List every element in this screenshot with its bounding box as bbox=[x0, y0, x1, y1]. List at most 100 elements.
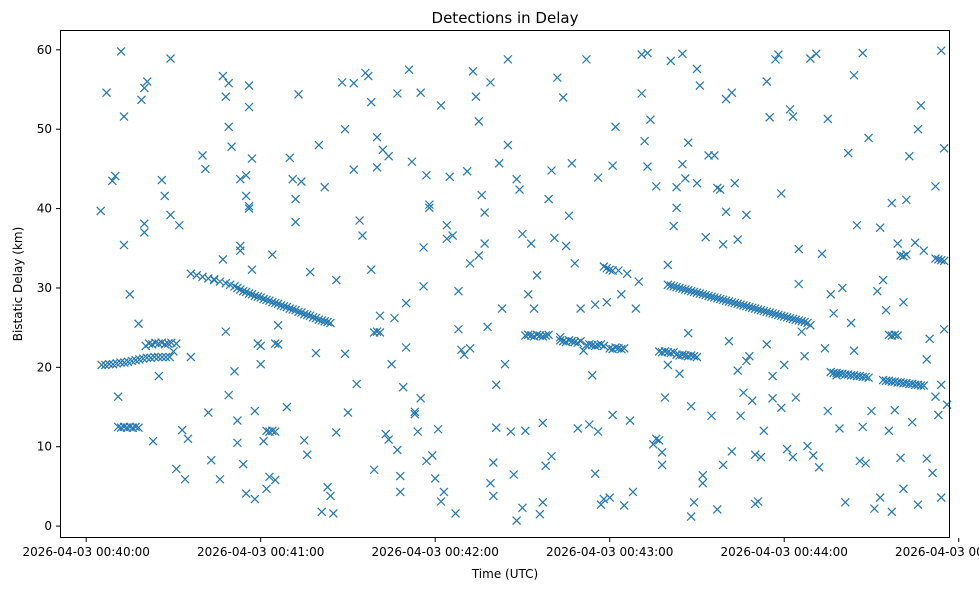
data-point bbox=[730, 298, 740, 308]
data-point bbox=[602, 297, 612, 307]
data-point bbox=[343, 408, 353, 418]
data-point bbox=[552, 73, 562, 83]
data-point bbox=[872, 286, 882, 296]
data-point bbox=[741, 301, 751, 311]
data-point bbox=[171, 464, 181, 474]
data-point bbox=[491, 423, 501, 433]
data-point bbox=[477, 190, 487, 200]
data-point bbox=[523, 330, 533, 340]
data-point bbox=[805, 54, 815, 63]
data-point bbox=[637, 89, 647, 98]
data-point bbox=[102, 88, 111, 98]
data-point bbox=[468, 66, 478, 76]
data-point bbox=[695, 81, 705, 90]
data-point bbox=[811, 49, 821, 59]
data-point bbox=[474, 116, 484, 126]
data-point bbox=[692, 64, 702, 74]
data-point bbox=[561, 241, 571, 251]
data-point bbox=[157, 175, 167, 185]
data-point bbox=[221, 92, 231, 102]
data-point bbox=[259, 294, 269, 304]
data-point bbox=[503, 54, 513, 64]
data-point bbox=[762, 77, 772, 87]
data-point bbox=[596, 500, 606, 510]
data-point bbox=[718, 295, 728, 305]
data-point bbox=[622, 269, 632, 279]
data-point bbox=[692, 288, 702, 298]
data-point bbox=[256, 341, 266, 351]
data-point bbox=[279, 301, 289, 311]
data-point bbox=[750, 304, 760, 314]
data-point bbox=[768, 393, 778, 403]
data-point bbox=[119, 112, 129, 121]
data-point bbox=[931, 181, 940, 191]
data-point bbox=[134, 423, 143, 433]
data-point bbox=[326, 318, 335, 328]
data-point bbox=[759, 426, 769, 436]
data-point bbox=[660, 347, 670, 356]
data-point bbox=[180, 474, 190, 484]
data-point bbox=[779, 312, 789, 321]
data-point bbox=[302, 310, 312, 320]
data-point bbox=[454, 286, 463, 296]
data-point bbox=[153, 352, 163, 362]
data-point bbox=[474, 251, 484, 260]
data-point bbox=[224, 390, 234, 400]
data-point bbox=[692, 178, 702, 188]
data-point bbox=[369, 465, 379, 475]
data-point bbox=[250, 406, 260, 416]
data-point bbox=[890, 405, 900, 415]
data-point bbox=[887, 507, 897, 517]
data-point bbox=[707, 411, 716, 421]
data-point bbox=[221, 327, 231, 337]
data-point bbox=[206, 455, 216, 465]
data-point bbox=[209, 274, 219, 284]
data-point bbox=[422, 170, 431, 180]
data-point bbox=[270, 339, 280, 348]
data-point bbox=[340, 349, 350, 359]
data-point bbox=[672, 182, 682, 192]
data-point bbox=[244, 289, 254, 298]
data-point bbox=[387, 359, 396, 369]
y-tick-label: 20 bbox=[37, 360, 52, 374]
data-point bbox=[875, 223, 885, 233]
data-point bbox=[480, 208, 490, 217]
x-tick-label: 2026-04-03 00:43:00 bbox=[546, 545, 673, 559]
x-axis-label: Time (UTC) bbox=[471, 567, 538, 581]
data-point bbox=[782, 444, 792, 454]
data-point bbox=[224, 122, 234, 132]
data-point bbox=[192, 270, 202, 280]
x-tick-label: 2026-04-03 00:45:00 bbox=[895, 545, 979, 559]
data-point bbox=[698, 289, 708, 299]
data-point bbox=[672, 203, 682, 213]
data-point bbox=[538, 418, 548, 428]
data-point bbox=[829, 308, 839, 318]
data-point bbox=[599, 341, 609, 351]
data-point bbox=[933, 410, 943, 420]
data-point bbox=[302, 450, 312, 460]
data-point bbox=[899, 297, 908, 307]
data-point bbox=[765, 308, 775, 317]
data-point bbox=[788, 314, 798, 324]
data-point bbox=[794, 279, 804, 289]
data-point bbox=[424, 203, 434, 213]
data-point bbox=[686, 401, 696, 411]
data-point bbox=[701, 290, 711, 300]
data-point bbox=[131, 422, 141, 432]
data-point bbox=[709, 293, 719, 302]
data-point bbox=[669, 221, 679, 231]
data-point bbox=[186, 269, 196, 279]
data-point bbox=[215, 474, 225, 484]
data-point bbox=[835, 424, 844, 433]
data-point bbox=[657, 447, 667, 457]
data-point bbox=[150, 338, 160, 348]
data-point bbox=[244, 201, 254, 211]
data-point bbox=[692, 352, 702, 362]
data-point bbox=[253, 292, 263, 302]
data-point bbox=[201, 164, 210, 174]
data-point bbox=[529, 304, 539, 314]
data-point bbox=[267, 297, 277, 307]
data-point bbox=[410, 407, 420, 417]
data-point bbox=[916, 381, 926, 391]
data-point bbox=[861, 372, 871, 382]
